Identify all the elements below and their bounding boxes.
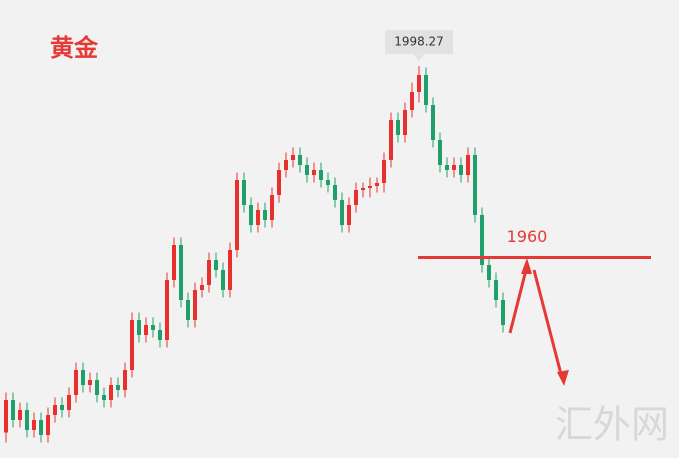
- candle-body: [256, 210, 260, 225]
- peak-label: 1998.27: [394, 35, 444, 49]
- candle-body: [53, 405, 57, 415]
- arrowhead: [557, 370, 569, 386]
- candle-body: [326, 180, 330, 185]
- chart-title: 黄金: [50, 34, 99, 62]
- candle-body: [88, 380, 92, 385]
- candle-body: [382, 160, 386, 183]
- candle-body: [368, 186, 372, 188]
- peak-label-box: [385, 30, 453, 55]
- level-label: 1960: [507, 227, 548, 246]
- candle-body: [109, 385, 113, 400]
- candle-body: [158, 330, 162, 340]
- candle-body: [466, 155, 470, 175]
- candle-body: [214, 260, 218, 270]
- candle-body: [193, 290, 197, 320]
- candle-body: [452, 165, 456, 170]
- candle-body: [4, 400, 8, 433]
- candle-body: [354, 190, 358, 205]
- candle-body: [480, 215, 484, 265]
- candle-body: [298, 155, 302, 165]
- candle-body: [242, 180, 246, 205]
- candle-body: [151, 325, 155, 330]
- candle-body: [67, 395, 71, 410]
- candle-body: [277, 170, 281, 195]
- candle-body: [18, 410, 22, 420]
- candle-body: [431, 105, 435, 140]
- candle-body: [60, 405, 64, 410]
- arrowhead: [521, 258, 532, 274]
- candle-body: [249, 205, 253, 225]
- candle-body: [417, 75, 421, 92]
- candle-body: [445, 165, 449, 170]
- candle-body: [501, 300, 505, 325]
- candle-body: [347, 205, 351, 225]
- arrow-down: [532, 269, 564, 379]
- candle-body: [25, 410, 29, 430]
- candle-body: [228, 250, 232, 290]
- candle-body: [144, 325, 148, 335]
- candle-body: [172, 245, 176, 280]
- candle-body: [235, 180, 239, 250]
- candle-body: [39, 420, 43, 435]
- candle-body: [179, 245, 183, 300]
- candle-body: [130, 320, 134, 370]
- candle-body: [333, 185, 337, 200]
- arrow-up: [508, 265, 529, 334]
- candle-body: [11, 400, 15, 420]
- candle-body: [207, 260, 211, 285]
- candle-body: [340, 200, 344, 225]
- candle-body: [186, 300, 190, 320]
- candle-body: [403, 110, 407, 135]
- candle-body: [263, 210, 267, 220]
- candle-body: [389, 120, 393, 160]
- candle-body: [396, 120, 400, 135]
- candle-body: [305, 165, 309, 175]
- watermark: 汇外网: [555, 403, 669, 447]
- candle-body: [312, 170, 316, 175]
- candle-body: [81, 370, 85, 385]
- candle-body: [102, 395, 106, 400]
- candle-body: [95, 380, 99, 395]
- candle-body: [291, 155, 295, 160]
- candle-body: [123, 370, 127, 390]
- candle-body: [32, 420, 36, 430]
- candle-body: [494, 280, 498, 300]
- candle-body: [361, 188, 365, 190]
- candle-body: [487, 265, 491, 280]
- candle-body: [46, 415, 50, 435]
- candle-body: [137, 320, 141, 335]
- candle-body: [375, 183, 379, 186]
- candle-body: [74, 370, 78, 395]
- candle-body: [410, 92, 414, 110]
- candle-body: [424, 75, 428, 105]
- candle-body: [284, 160, 288, 170]
- candle-body: [165, 280, 169, 340]
- candle-body: [319, 170, 323, 180]
- candle-body: [221, 270, 225, 290]
- candle-body: [270, 195, 274, 220]
- candle-body: [459, 165, 463, 175]
- candle-body: [438, 140, 442, 165]
- peak-label-pointer: [414, 54, 424, 62]
- candle-body: [116, 385, 120, 390]
- candle-body: [473, 155, 477, 215]
- candle-body: [200, 285, 204, 290]
